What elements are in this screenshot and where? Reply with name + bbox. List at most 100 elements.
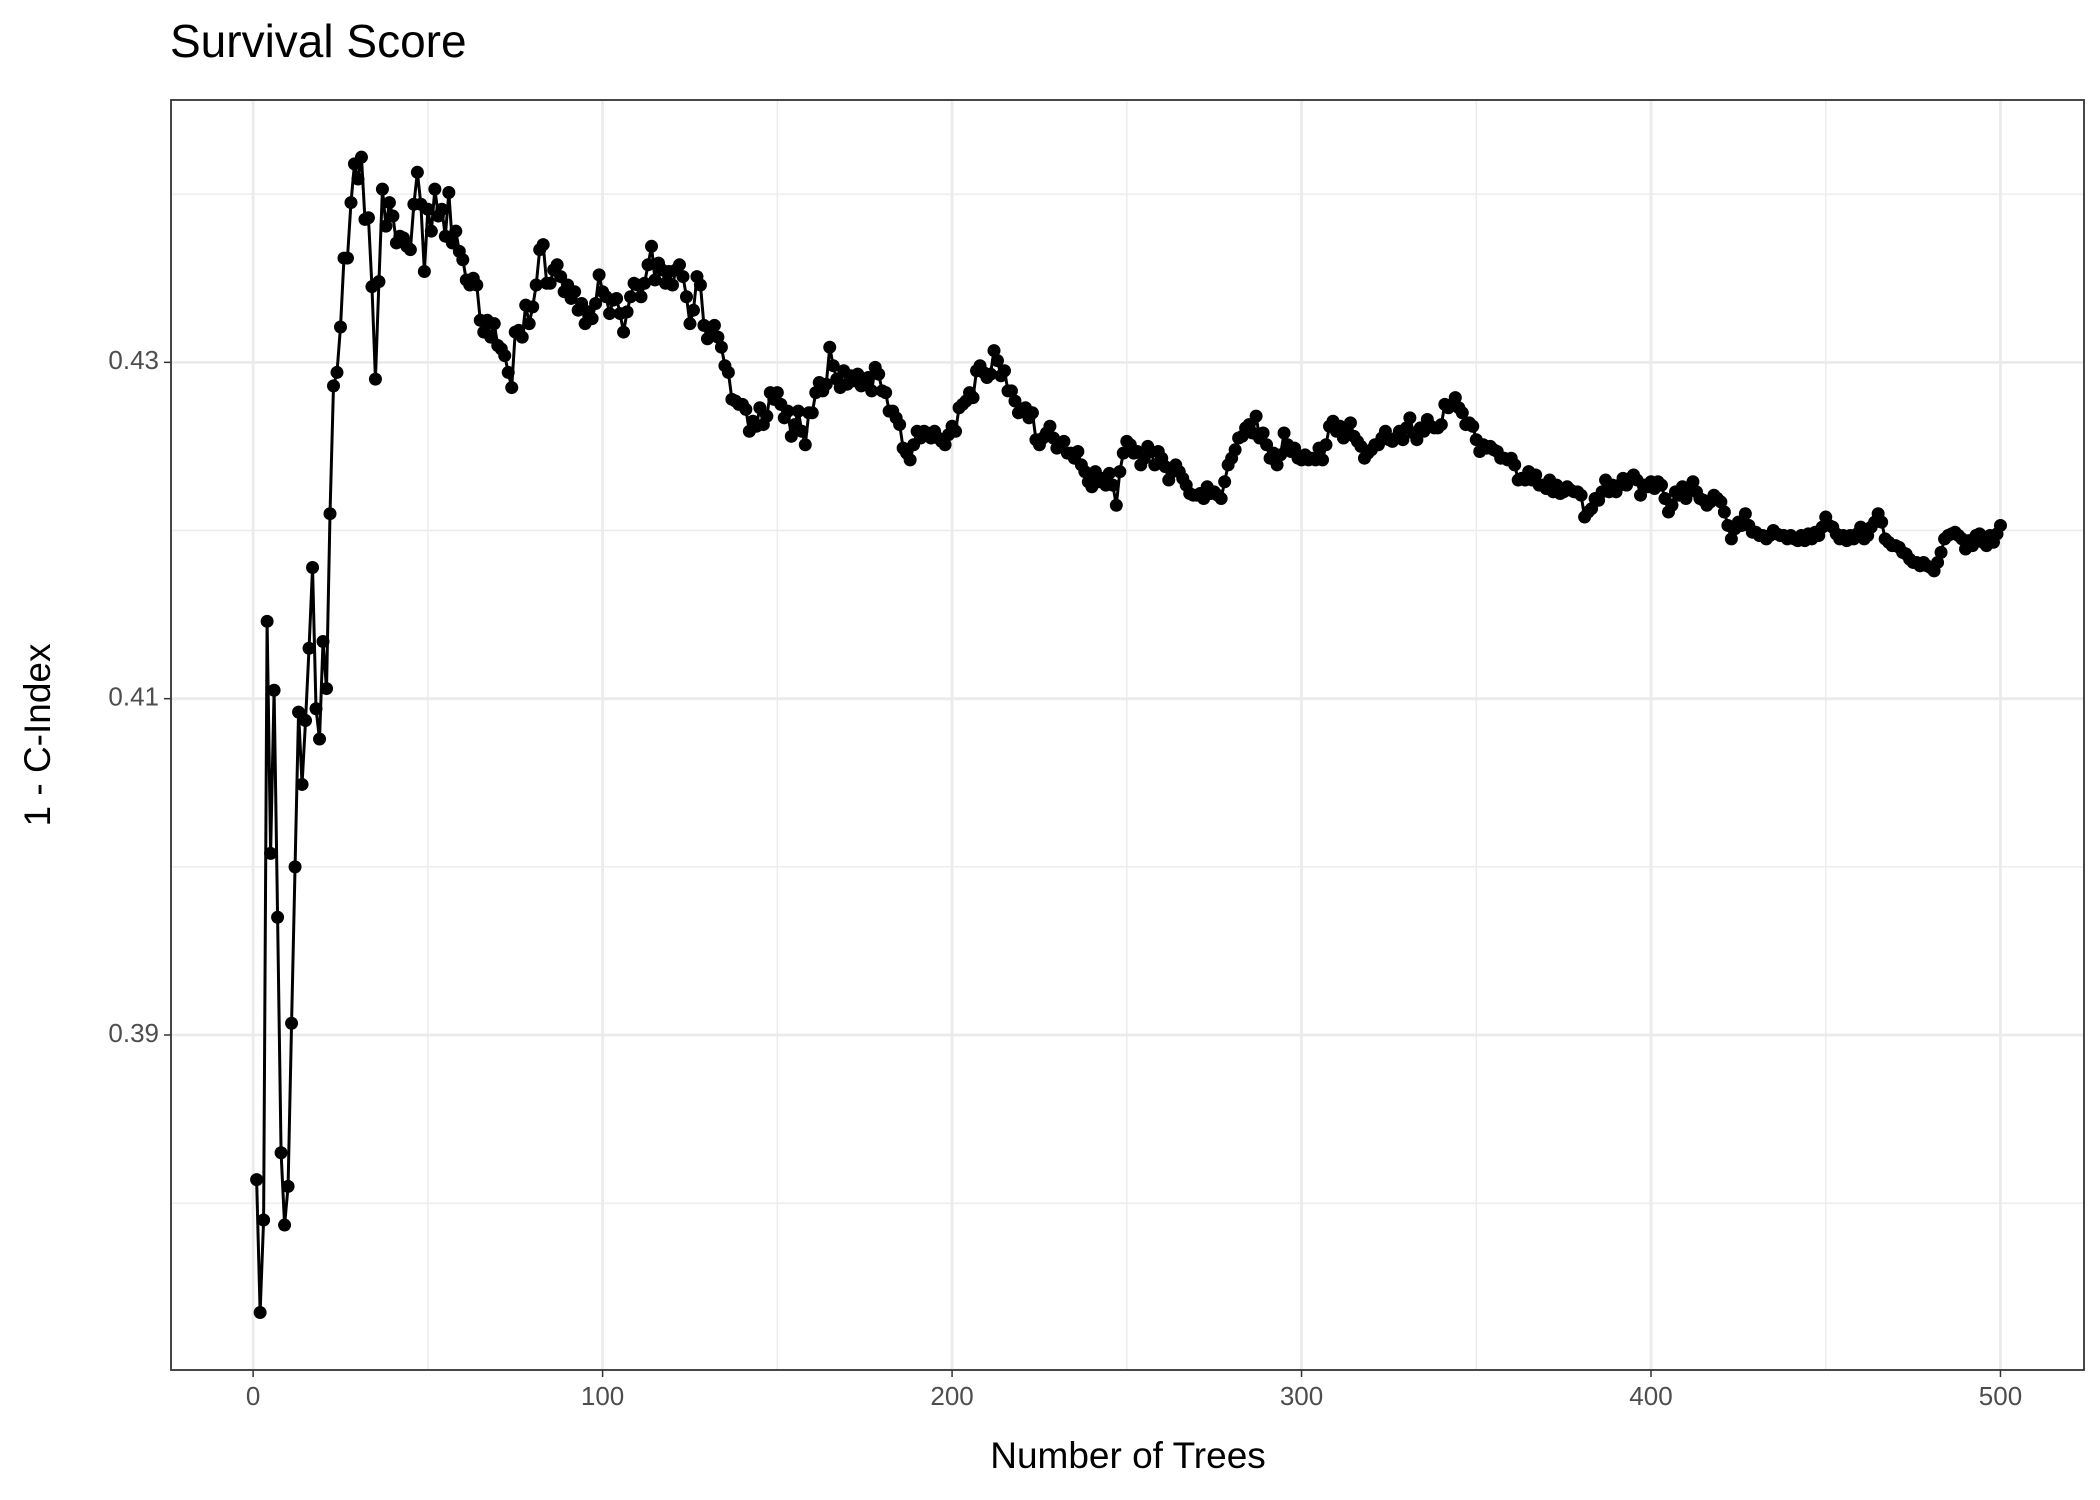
data-point	[879, 386, 893, 400]
data-point	[1270, 458, 1284, 472]
data-point	[382, 196, 396, 210]
data-point	[354, 150, 368, 164]
data-point	[1025, 406, 1039, 420]
data-point	[1455, 406, 1469, 420]
data-point	[795, 424, 809, 438]
data-point	[676, 270, 690, 284]
data-point	[403, 243, 417, 257]
data-point	[526, 300, 540, 314]
data-point	[683, 317, 697, 331]
x-axis-label: Number of Trees	[990, 1435, 1266, 1476]
data-point	[421, 202, 435, 216]
data-point	[1403, 411, 1417, 425]
data-point	[264, 846, 278, 860]
data-point	[253, 1305, 267, 1319]
data-point	[543, 276, 557, 290]
data-point	[1319, 438, 1333, 452]
data-point	[1249, 409, 1263, 423]
data-point	[984, 367, 998, 381]
data-point	[938, 438, 952, 452]
data-point	[739, 402, 753, 416]
data-point	[417, 265, 431, 279]
data-point	[805, 406, 819, 420]
x-tick-label: 200	[930, 1381, 973, 1411]
data-point	[340, 251, 354, 265]
data-point	[721, 365, 735, 379]
data-point	[823, 340, 837, 354]
data-point	[278, 1218, 292, 1232]
y-tick-label: 0.41	[108, 682, 159, 712]
data-point	[1931, 555, 1945, 569]
data-point	[1113, 465, 1127, 479]
data-point	[1109, 498, 1123, 512]
data-point	[693, 278, 707, 292]
data-point	[1078, 465, 1092, 479]
data-point	[250, 1173, 264, 1187]
data-point	[1466, 419, 1480, 433]
data-point	[645, 239, 659, 253]
data-point	[522, 317, 536, 331]
x-tick-label: 500	[1979, 1381, 2022, 1411]
data-point	[260, 614, 274, 628]
data-point	[295, 777, 309, 791]
data-point	[641, 258, 655, 272]
data-point	[368, 372, 382, 386]
data-point	[634, 290, 648, 304]
data-point	[1071, 444, 1085, 458]
data-point	[1875, 515, 1889, 529]
data-point	[1214, 492, 1228, 506]
data-point	[1102, 466, 1116, 480]
data-point	[1508, 458, 1522, 472]
data-point	[1574, 488, 1588, 502]
data-point	[589, 296, 603, 310]
data-point	[330, 365, 344, 379]
x-tick-label: 400	[1629, 1381, 1672, 1411]
data-point	[498, 349, 512, 363]
data-point	[442, 185, 456, 199]
data-point	[333, 320, 347, 334]
data-point	[665, 278, 679, 292]
data-point	[428, 182, 442, 196]
data-point	[1724, 532, 1738, 546]
data-point	[424, 224, 438, 238]
data-point	[1738, 507, 1752, 521]
data-point	[1966, 539, 1980, 553]
data-point	[686, 303, 700, 317]
data-point	[271, 910, 285, 924]
data-point	[784, 429, 798, 443]
data-point	[949, 424, 963, 438]
data-point	[1004, 384, 1018, 398]
data-point	[603, 307, 617, 321]
data-point	[1654, 478, 1668, 492]
data-point	[274, 1146, 288, 1160]
x-tick-label: 100	[581, 1381, 624, 1411]
data-point	[1686, 475, 1700, 489]
data-point	[1106, 478, 1120, 492]
data-point	[313, 732, 327, 746]
data-point	[770, 386, 784, 400]
data-point	[435, 202, 449, 216]
data-point	[351, 172, 365, 186]
data-point	[1396, 433, 1410, 447]
data-point	[903, 453, 917, 467]
data-point	[386, 209, 400, 223]
data-point	[529, 278, 543, 292]
data-point	[585, 312, 599, 326]
data-point	[309, 702, 323, 716]
data-point	[672, 258, 686, 272]
data-point	[1717, 505, 1731, 519]
data-point	[487, 317, 501, 331]
data-point	[1434, 418, 1448, 432]
data-point	[299, 714, 313, 728]
data-point	[648, 273, 662, 287]
data-point	[306, 561, 320, 575]
data-point	[288, 860, 302, 874]
data-point	[1316, 453, 1330, 467]
data-point	[1288, 441, 1302, 455]
data-point	[624, 290, 638, 304]
y-tick-label: 0.39	[108, 1018, 159, 1048]
data-point	[1448, 391, 1462, 405]
data-point	[617, 325, 631, 339]
data-point	[316, 634, 330, 648]
